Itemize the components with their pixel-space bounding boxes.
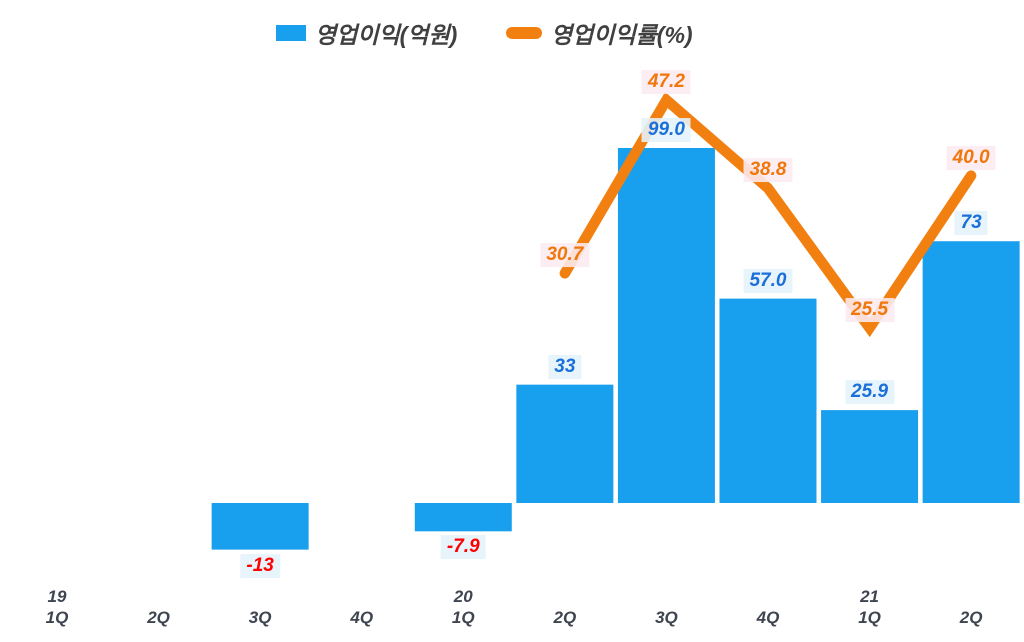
bar-3q-2: [211, 503, 309, 550]
bar-value-label: 73: [954, 211, 988, 236]
x-axis-label-21-1q: 21 1Q: [858, 587, 881, 627]
bar-1q-4: [414, 503, 512, 532]
legend-item-operating-profit: 영업이익(억원): [276, 16, 457, 50]
x-axis-label-4q: 4Q: [350, 608, 374, 627]
x-axis-label-3q: 3Q: [655, 608, 678, 627]
line-series-swatch-icon: [506, 27, 542, 39]
x-axis-label-2q: 2Q: [553, 608, 577, 627]
bar-value-label: 33: [548, 354, 582, 379]
bar-value-label: 57.0: [743, 268, 793, 293]
line-value-label: 38.8: [743, 158, 793, 183]
x-axis-label-19-1q: 19 1Q: [45, 587, 69, 627]
x-axis-label-2q: 2Q: [147, 608, 170, 627]
bar-1q-8: [821, 410, 919, 503]
bar-series-legend-label: 영업이익(억원): [315, 22, 458, 48]
bar-value-label: 99.0: [641, 118, 691, 142]
legend-item-operating-margin: 영업이익률(%): [506, 16, 693, 50]
bar-value-label: 25.9: [845, 380, 895, 405]
bar-2q-5: [516, 384, 614, 503]
line-value-label: 30.7: [540, 243, 590, 268]
x-axis-label-2q: 2Q: [959, 608, 983, 627]
line-value-label: 47.2: [641, 70, 691, 94]
bar-3q-6: [617, 147, 715, 503]
bar-value-label: -7.9: [440, 535, 486, 560]
bar-value-label: -13: [240, 553, 280, 578]
line-series-legend-label: 영업이익률(%): [551, 22, 693, 48]
margin-line: [559, 91, 977, 338]
line-value-label: 40.0: [946, 145, 996, 170]
bar-2q-9: [922, 241, 1020, 504]
x-axis-label-20-1q: 20 1Q: [451, 587, 475, 627]
x-axis-label-3q: 3Q: [248, 608, 272, 627]
x-axis-label-4q: 4Q: [756, 608, 780, 627]
bar-4q-7: [719, 298, 817, 503]
line-value-label: 25.5: [845, 297, 895, 322]
bar-series-swatch-icon: [276, 25, 306, 41]
